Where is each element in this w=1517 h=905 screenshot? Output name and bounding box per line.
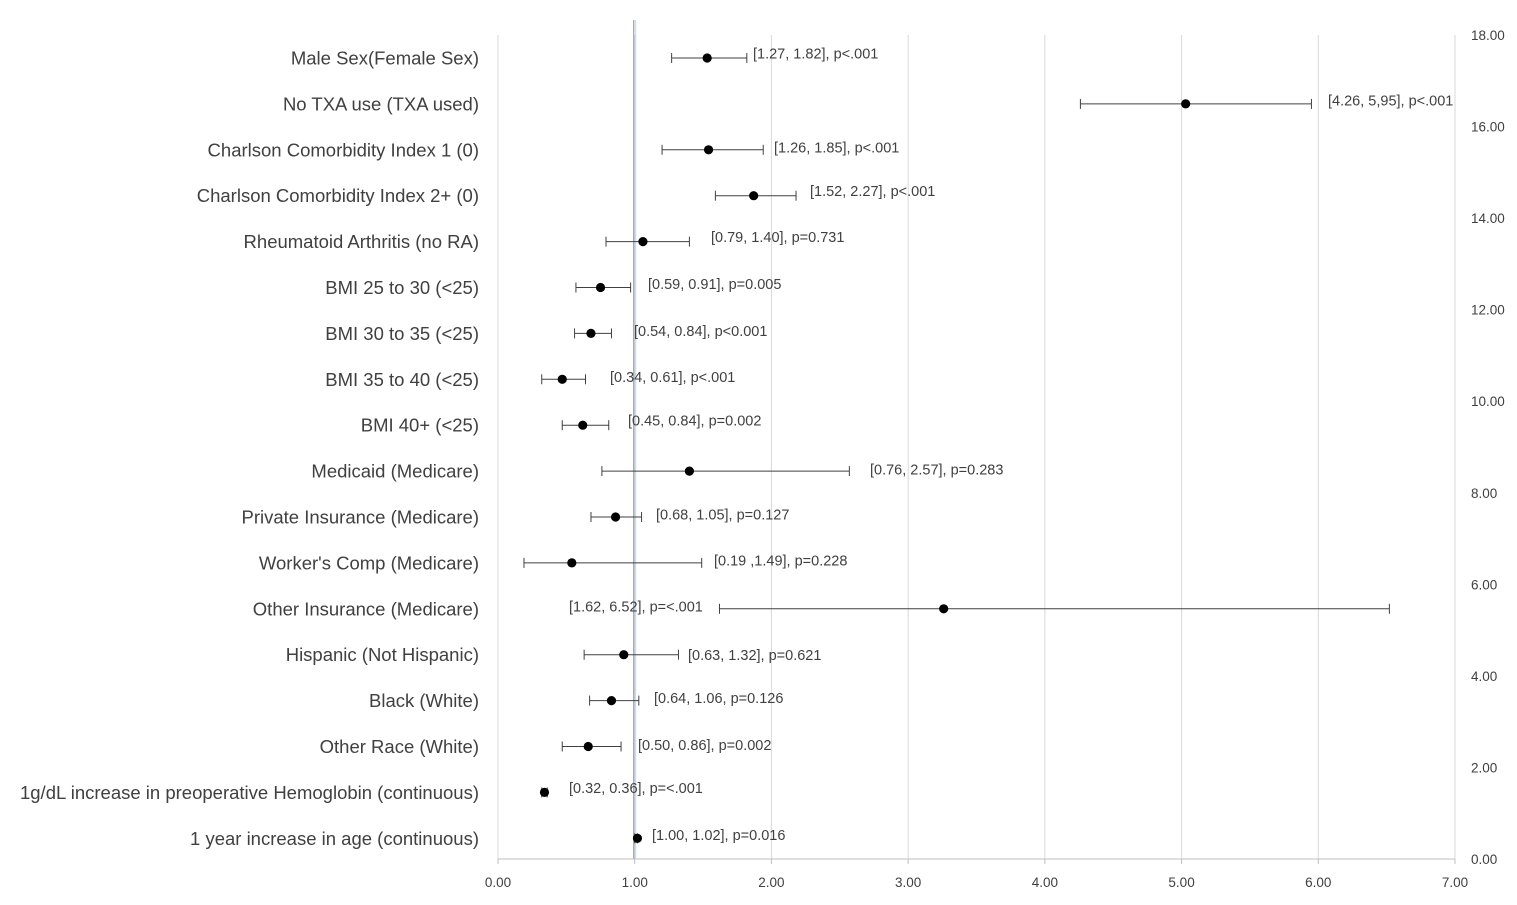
y2-tick-label: 10.00 — [1471, 394, 1505, 409]
x-tick-label: 6.00 — [1305, 875, 1331, 890]
ci-label: [1.00, 1.02], p=0.016 — [652, 828, 785, 844]
point-estimate — [557, 374, 567, 384]
category-label: Hispanic (Not Hispanic) — [286, 644, 479, 665]
y2-tick-label: 18.00 — [1471, 28, 1505, 43]
x-axis: 0.00 1.00 2.00 3.00 4.00 5.00 6.00 7.00 — [485, 35, 1468, 890]
ci-label: [0.64, 1.06, p=0.126 — [654, 691, 783, 707]
gridlines — [634, 35, 1456, 859]
category-label: Male Sex(Female Sex) — [291, 48, 479, 69]
y2-tick-label: 6.00 — [1471, 577, 1497, 592]
ci-label: [1.27, 1.82], p<.001 — [753, 47, 878, 63]
y2-tick-label: 12.00 — [1471, 303, 1505, 318]
point-estimate — [702, 53, 712, 63]
point-estimate — [749, 191, 759, 201]
point-estimate — [939, 604, 949, 614]
y2-tick-label: 16.00 — [1471, 120, 1505, 135]
point-estimate — [606, 696, 617, 706]
ci-label: [0.45, 0.84], p=0.002 — [628, 414, 761, 430]
x-tick-label: 0.00 — [485, 875, 511, 890]
category-label: BMI 35 to 40 (<25) — [325, 369, 479, 390]
category-label: Rheumatoid Arthritis (no RA) — [244, 231, 479, 252]
ci-label: [0.59, 0.91], p=0.005 — [648, 277, 781, 293]
category-label: Charlson Comorbidity Index 1 (0) — [208, 139, 479, 160]
point-estimate — [684, 466, 695, 476]
secondary-y-axis: 0.00 2.00 4.00 6.00 8.00 10.00 12.00 14.00 16.00… — [1471, 28, 1505, 867]
category-label: Private Insurance (Medicare) — [241, 507, 479, 528]
ci-label: [0.76, 2.57], p=0.283 — [870, 463, 1003, 479]
category-label: Charlson Comorbidity Index 2+ (0) — [197, 185, 479, 206]
ci-label: [0.63, 1.32], p=0.621 — [688, 648, 821, 664]
x-tick-label: 4.00 — [1032, 875, 1058, 890]
category-label: Medicaid (Medicare) — [311, 461, 479, 482]
point-estimate — [638, 237, 648, 247]
ci-label: [4.26, 5,95], p<.001 — [1328, 93, 1453, 109]
ci-label: [0.54, 0.84], p<0.001 — [634, 324, 767, 340]
ci-label: [0.32, 0.36], p=<.001 — [569, 781, 703, 797]
x-tick-label: 2.00 — [758, 875, 784, 890]
point-estimate — [632, 833, 643, 843]
category-label: 1 year increase in age (continuous) — [190, 828, 479, 849]
point-estimate — [1181, 99, 1191, 109]
category-label: BMI 25 to 30 (<25) — [325, 277, 479, 298]
y2-tick-label: 14.00 — [1471, 211, 1505, 226]
x-tick-label: 3.00 — [895, 875, 921, 890]
x-tick-label: 1.00 — [622, 875, 648, 890]
point-estimate — [578, 420, 588, 430]
y2-tick-label: 2.00 — [1471, 760, 1497, 775]
category-label: BMI 40+ (<25) — [361, 415, 479, 436]
confidence-intervals — [523, 53, 1390, 844]
point-estimate — [583, 741, 593, 752]
point-estimate — [539, 787, 550, 798]
category-label: BMI 30 to 35 (<25) — [325, 323, 479, 344]
point-estimates — [539, 53, 1191, 843]
reference-line-group — [633, 20, 637, 859]
ci-label: [0.50, 0.86], p=0.002 — [638, 738, 771, 754]
category-label: Other Insurance (Medicare) — [253, 598, 479, 619]
point-estimate — [586, 328, 596, 338]
ci-label: [0.79, 1.40], p=0.731 — [711, 230, 844, 246]
point-estimate — [619, 650, 629, 660]
ci-label: [0.19 ,1.49], p=0.228 — [714, 553, 847, 569]
point-estimate — [567, 558, 577, 568]
y2-tick-label: 8.00 — [1471, 486, 1497, 501]
x-tick-label: 5.00 — [1168, 875, 1194, 890]
ci-label: [1.26, 1.85], p<.001 — [774, 140, 899, 156]
category-label: No TXA use (TXA used) — [283, 93, 479, 114]
point-estimate — [610, 512, 621, 522]
ci-label: [0.34, 0.61], p<.001 — [610, 370, 735, 386]
ci-labels: [1.27, 1.82], p<.001 [4.26, 5,95], p<.001… — [569, 47, 1453, 844]
category-labels: Male Sex(Female Sex) No TXA use (TXA used… — [20, 48, 479, 849]
y2-tick-label: 4.00 — [1471, 669, 1497, 684]
ci-label: [1.62, 6.52], p=<.001 — [569, 599, 703, 615]
category-label: Worker's Comp (Medicare) — [259, 552, 479, 573]
ci-label: [0.68, 1.05], p=0.127 — [656, 508, 789, 524]
x-tick-label: 7.00 — [1442, 875, 1468, 890]
point-estimate — [703, 145, 714, 155]
y2-tick-label: 0.00 — [1471, 852, 1497, 867]
point-estimate — [595, 282, 606, 293]
category-label: Other Race (White) — [320, 736, 479, 757]
ci-label: [1.52, 2.27], p<.001 — [810, 184, 935, 200]
category-label: 1g/dL increase in preoperative Hemoglobi… — [20, 782, 479, 803]
category-label: Black (White) — [369, 690, 479, 711]
